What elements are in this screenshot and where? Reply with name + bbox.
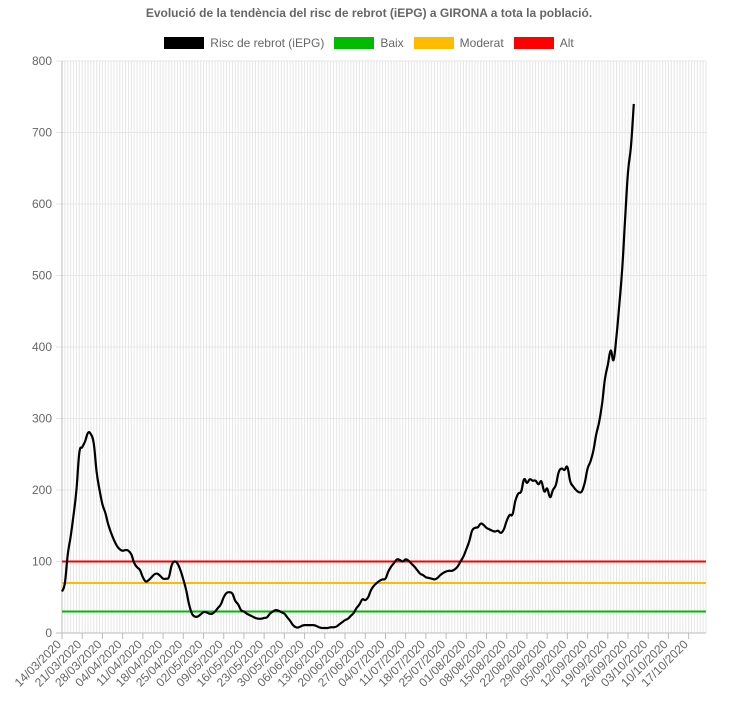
y-tick-label: 0 [45,626,52,640]
y-tick-label: 400 [32,340,52,354]
legend-swatch-moderat [413,37,454,49]
legend-swatch-risc [164,37,205,49]
legend-label-alt: Alt [559,36,574,50]
y-tick-label: 300 [32,412,52,426]
risc-rebrot-line [60,103,635,630]
legend-item-alt[interactable]: Alt [513,36,574,50]
chart-title: Evolució de la tendència del risc de reb… [145,6,593,20]
legend-swatch-baix [334,37,375,49]
legend: Risc de rebrot (iEPG) Baix Moderat Alt [0,36,738,50]
legend-item-moderat[interactable]: Moderat [413,36,504,50]
y-tick-label: 500 [32,269,52,283]
y-tick-label: 100 [32,555,52,569]
y-tick-label: 800 [32,54,52,68]
y-tick-label: 200 [32,483,52,497]
legend-label-moderat: Moderat [459,36,504,50]
y-tick-label: 700 [32,126,52,140]
legend-label-baix: Baix [380,36,404,50]
legend-item-baix[interactable]: Baix [334,36,404,50]
legend-label-risc: Risc de rebrot (iEPG) [210,36,325,50]
legend-swatch-alt [513,37,554,49]
y-tick-label: 600 [32,197,52,211]
legend-item-risc[interactable]: Risc de rebrot (iEPG) [164,36,324,50]
